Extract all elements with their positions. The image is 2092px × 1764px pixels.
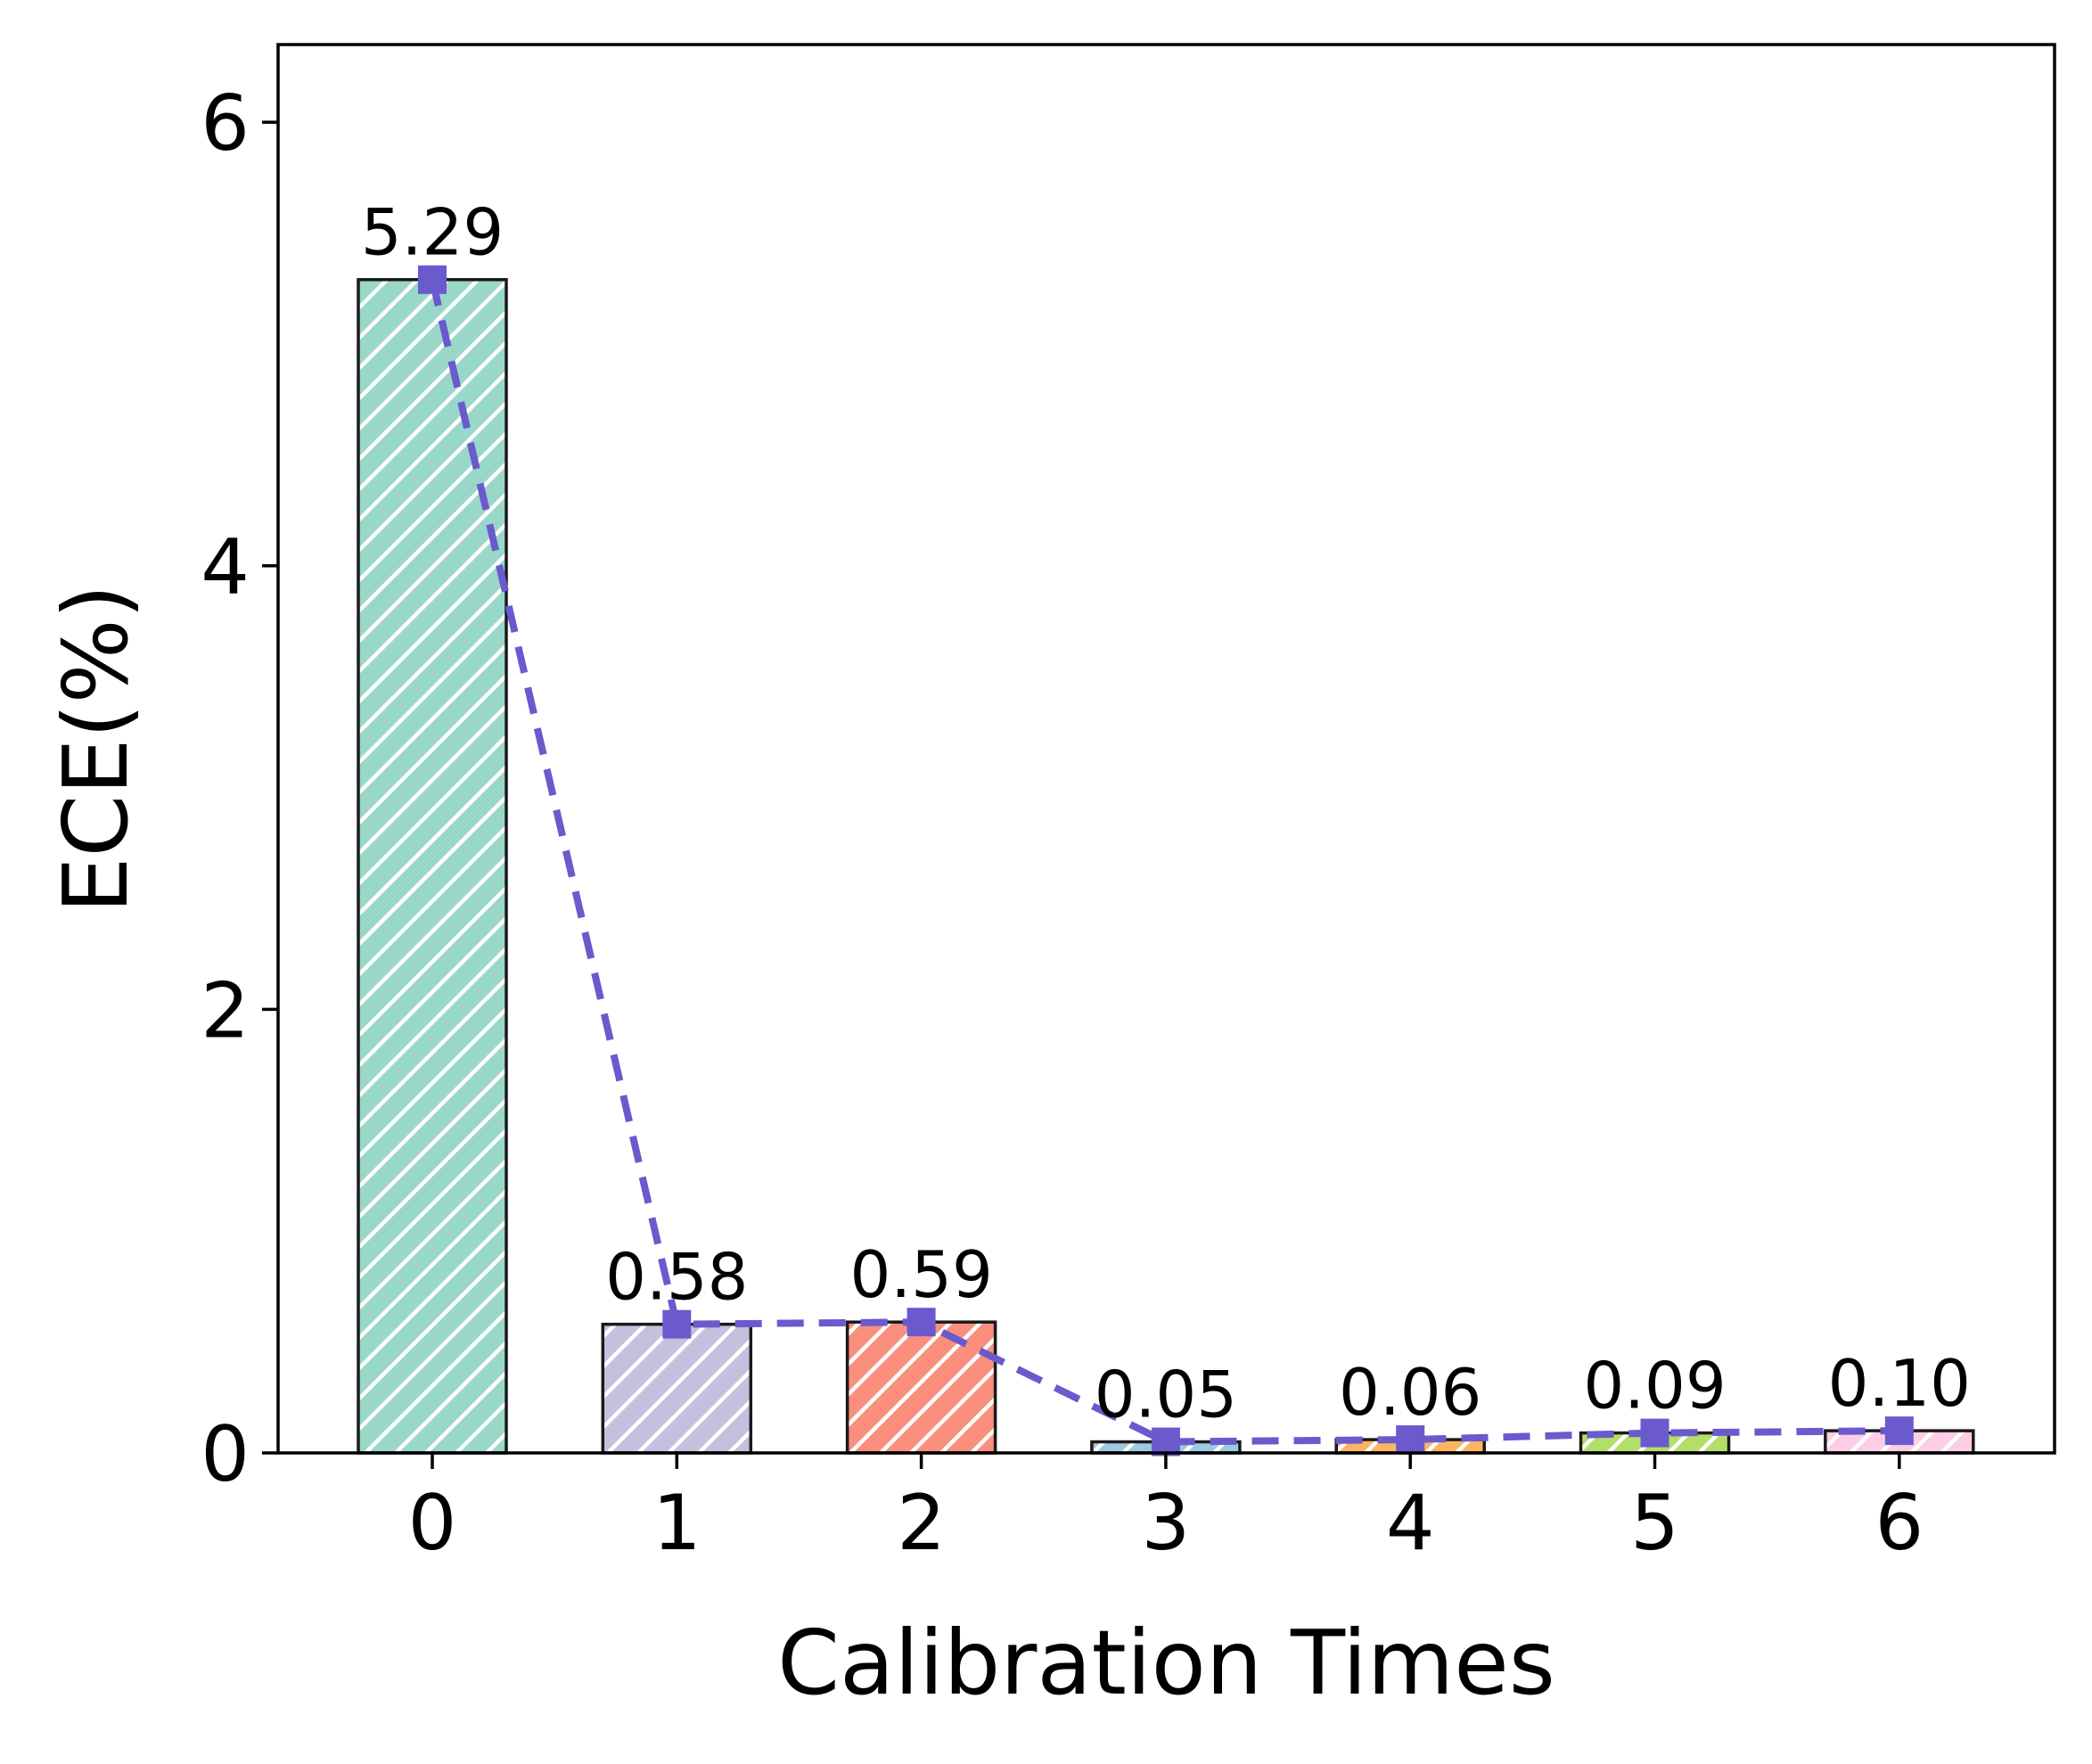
value-label-3: 0.05 [1095, 1358, 1237, 1432]
x-tick-label-6: 6 [1875, 1479, 1924, 1568]
bar-hatch [847, 1322, 996, 1453]
x-tick-label-3: 3 [1142, 1479, 1191, 1568]
y-tick-label-0: 0 [201, 1410, 250, 1499]
trend-marker-1 [662, 1309, 692, 1339]
value-labels-layer: 5.29 0.58 0.59 0.05 0.06 0.09 0.10 [361, 195, 1971, 1432]
trend-marker-3 [1151, 1427, 1180, 1456]
x-tick-label-5: 5 [1630, 1479, 1679, 1568]
bar-hatch [358, 279, 506, 1453]
x-axis-label: Calibration Times [777, 1611, 1555, 1715]
x-tick-label-4: 4 [1386, 1479, 1435, 1568]
bar-0 [357, 277, 508, 1455]
value-label-4: 0.06 [1339, 1355, 1481, 1430]
y-tick-label-4: 4 [201, 523, 250, 612]
y-tick-label-6: 6 [201, 79, 250, 168]
y-tick-label-2: 2 [201, 966, 250, 1055]
value-label-0: 5.29 [361, 195, 504, 270]
trend-marker-4 [1396, 1425, 1425, 1455]
bar-2 [845, 1320, 997, 1455]
x-tick-label-0: 0 [408, 1479, 457, 1568]
y-axis: 0 2 4 6 [201, 79, 278, 1499]
value-label-1: 0.58 [605, 1240, 748, 1315]
bars-layer [357, 277, 1975, 1455]
trend-marker-6 [1884, 1416, 1914, 1446]
x-tick-label-2: 2 [897, 1479, 946, 1568]
bar-1 [601, 1322, 753, 1455]
y-axis-label: ECE(%) [44, 584, 148, 913]
x-axis: 0 1 2 3 4 5 6 [408, 1453, 1924, 1568]
bar-hatch [603, 1324, 751, 1453]
trend-marker-2 [907, 1308, 936, 1337]
x-tick-label-1: 1 [652, 1479, 701, 1568]
line-layer [418, 265, 1914, 1456]
trend-marker-5 [1640, 1418, 1669, 1448]
value-label-2: 0.59 [849, 1237, 992, 1312]
trend-marker-0 [418, 265, 447, 294]
value-label-5: 0.09 [1583, 1349, 1726, 1424]
value-label-6: 0.10 [1828, 1346, 1971, 1421]
